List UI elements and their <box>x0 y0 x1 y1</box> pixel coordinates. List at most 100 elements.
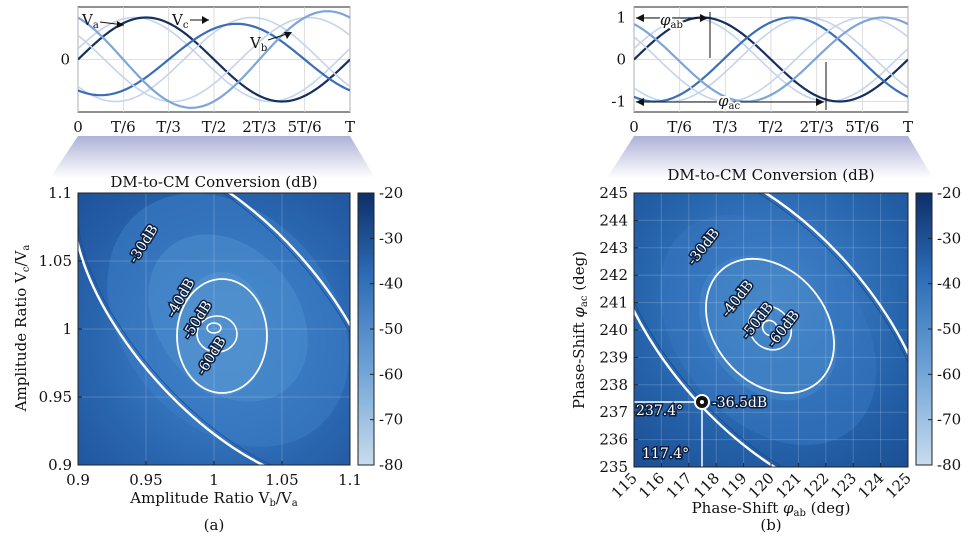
hm-y-tick-label: 1.05 <box>39 252 72 270</box>
colorbar-tick-label: -50 <box>937 320 961 338</box>
heatmap-b-title: DM-to-CM Conversion (dB) <box>667 166 874 184</box>
hm-x-tick-label: 120 <box>745 469 778 502</box>
wave-x-tick-label: 5T/6 <box>845 118 879 136</box>
series-vb <box>634 16 908 103</box>
hm-x-tick-label: 0.95 <box>129 471 162 489</box>
colorbar-tick-label: -40 <box>379 275 403 293</box>
marker-b-point-center <box>700 400 704 404</box>
colorbar-tick-label: -80 <box>379 456 403 474</box>
heatmap-a-y-ticks: 1.1 1.05 1 0.95 0.9 <box>39 184 82 474</box>
heatmap-a-xlabel: Amplitude Ratio Vb/Va <box>129 489 298 509</box>
wave-x-tick-label: T/6 <box>111 118 136 136</box>
series-va-ghost <box>634 16 908 103</box>
waveform-a-lines <box>78 10 350 109</box>
heatmap-b-band2 <box>699 255 837 401</box>
wave-x-tick-label: T/3 <box>156 118 181 136</box>
hm-y-tick-label: 1.1 <box>48 184 72 202</box>
phi-ab-arrowhead-right <box>700 14 708 22</box>
colorbar-a: -20 -30 -40 -50 -60 -70 -80 <box>357 184 403 474</box>
hm-x-tick-label: 1 <box>209 471 219 489</box>
heatmap-a-x-ticks: 0.9 0.95 1 1.05 1.1 <box>66 461 362 489</box>
wave-y-tick-label: -1 <box>611 93 626 111</box>
hm-y-tick-label: 238 <box>599 376 628 394</box>
wave-x-tick-label: T/6 <box>667 118 692 136</box>
heatmap-a-grid <box>78 193 350 465</box>
contour-b-40 <box>705 257 835 395</box>
colorbar-a-ticks: -20 -30 -40 -50 -60 -70 -80 <box>370 184 403 474</box>
hm-y-tick-label: 244 <box>599 211 628 229</box>
phi-ac-arrowhead-left <box>636 98 644 106</box>
hm-y-tick-label: 237 <box>599 403 628 421</box>
wave-x-tick-label: 2T/3 <box>800 118 834 136</box>
colorbar-tick-label: -70 <box>379 411 403 429</box>
series-vb <box>78 22 350 97</box>
hm-y-tick-label: 240 <box>599 321 628 339</box>
wave-x-tick-label: T <box>903 118 913 136</box>
hm-y-tick-label: 0.9 <box>48 456 72 474</box>
wave-x-tick-label: 0 <box>629 118 639 136</box>
colorbar-tick-label: -20 <box>937 184 961 202</box>
hm-x-tick-label: 118 <box>690 469 723 502</box>
hm-y-tick-label: 242 <box>599 266 628 284</box>
waveform-b-lines <box>634 16 908 103</box>
colorbar-tick-label: -30 <box>937 229 961 247</box>
zoom-fan-a <box>50 136 375 178</box>
series-va <box>634 16 908 103</box>
hm-y-tick-label: 241 <box>599 294 628 312</box>
heatmap-b-grid <box>634 193 908 467</box>
wave-y-tick-label: 0 <box>60 51 70 69</box>
caption-a: (a) <box>204 516 225 534</box>
colorbar-tick-label: -60 <box>379 365 403 383</box>
series-vc-ghost <box>634 16 908 103</box>
contour-b-30-inner <box>634 193 908 467</box>
hm-y-tick-label: 236 <box>599 431 628 449</box>
hm-x-tick-label: 119 <box>717 469 750 502</box>
hm-x-tick-label: 121 <box>772 469 805 502</box>
wave-y-tick-label: 0 <box>616 51 626 69</box>
contour-a-50 <box>196 315 238 353</box>
phi-ac-arrowhead-right <box>816 98 824 106</box>
marker-b-value: -36.5dB <box>712 395 767 411</box>
waveform-b-y-ticks: 1 0 -1 <box>611 9 626 111</box>
contour-a-30 <box>78 193 350 465</box>
heatmap-b-xlabel: Phase-Shift φab (deg) <box>692 499 851 519</box>
hm-x-tick-label: 117 <box>663 469 696 502</box>
arrowhead-va <box>117 21 124 28</box>
hm-x-tick-label: 1.05 <box>265 471 298 489</box>
wave-x-tick-label: 2T/3 <box>242 118 276 136</box>
wave-x-tick-label: T/3 <box>713 118 738 136</box>
colorbar-tick-label: -80 <box>937 456 961 474</box>
colorbar-tick-label: -40 <box>937 275 961 293</box>
series-vb-ghost <box>634 16 908 103</box>
heatmap-b-y-ticks: 245 244 243 242 241 240 239 238 237 236 235 <box>599 184 638 476</box>
hm-x-tick-label: 0.9 <box>66 471 90 489</box>
series-va <box>78 16 350 103</box>
heatmap-panel-a: DM-to-CM Conversion (dB) -30dB -40dB -50… <box>12 173 362 509</box>
contour-b-60 <box>761 319 779 337</box>
heatmap-a-title: DM-to-CM Conversion (dB) <box>110 173 317 191</box>
waveform-a-x-ticks: 0 T/6 T/3 T/2 2T/3 5T/6 T <box>73 118 355 136</box>
phi-ab-arrowhead-left <box>636 14 644 22</box>
colorbar-tick-label: -60 <box>937 365 961 383</box>
series-vc <box>78 10 350 109</box>
hm-x-tick-label: 116 <box>635 469 668 502</box>
hm-y-tick-label: 235 <box>599 458 628 476</box>
waveform-b-x-ticks: 0 T/6 T/3 T/2 2T/3 5T/6 T <box>629 118 913 136</box>
heatmap-a-ylabel: Amplitude Ratio Vc/Va <box>12 245 32 413</box>
colorbar-tick-label: -50 <box>379 320 403 338</box>
colorbar-tick-label: -70 <box>937 411 961 429</box>
contour-b-50 <box>747 305 793 351</box>
colorbar-b: -20 -30 -40 -50 -60 -70 -80 <box>915 184 961 474</box>
colorbar-tick-label: -30 <box>379 229 403 247</box>
hm-x-tick-label: 125 <box>882 469 915 502</box>
hm-y-tick-label: 243 <box>599 239 628 257</box>
arrowhead-vc <box>202 16 209 24</box>
heatmap-a-band3 <box>176 272 268 396</box>
wave-x-tick-label: 5T/6 <box>288 118 322 136</box>
zoom-fan-b <box>607 136 933 178</box>
hm-x-tick-label: 123 <box>827 469 860 502</box>
arrowhead-vb <box>284 32 292 39</box>
contour-b-30 <box>634 193 908 467</box>
series-vc <box>634 16 908 103</box>
